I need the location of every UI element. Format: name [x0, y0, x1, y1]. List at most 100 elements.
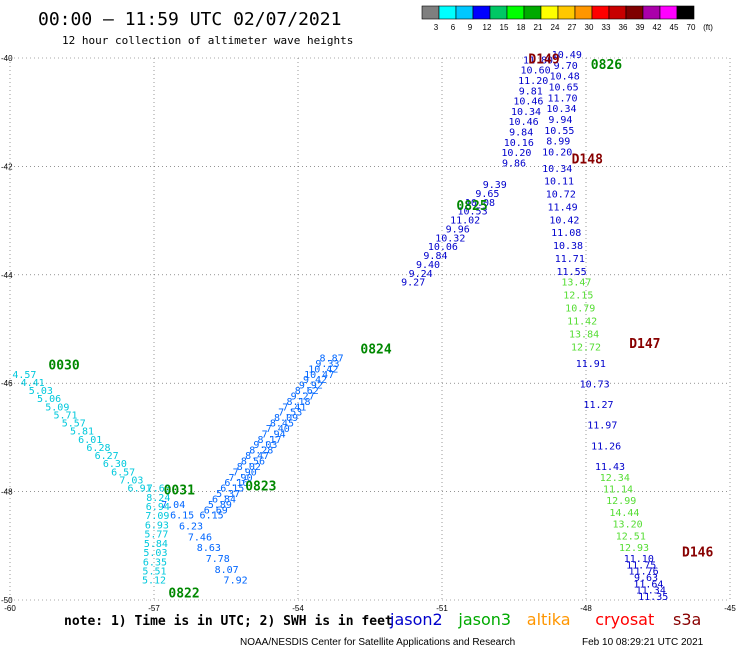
wave-height-value: 11.08: [551, 228, 581, 239]
wave-height-value: 9.63: [634, 573, 658, 584]
wave-height-value: 9.03: [253, 440, 277, 451]
wave-height-value: 9.24: [409, 269, 433, 280]
legend-label: 42: [653, 23, 662, 32]
wave-height-value: 9.39: [483, 180, 507, 191]
wave-height-value: 10.34: [542, 164, 572, 175]
wave-height-value: 5.71: [53, 410, 77, 421]
wave-height-value: 9.84: [509, 128, 533, 139]
wave-height-value: 9.70: [554, 61, 578, 72]
wave-height-value: 5.09: [45, 402, 69, 413]
legend-label: 45: [670, 23, 679, 32]
pass-label: D147: [629, 337, 660, 352]
wave-height-value: 6.27: [95, 451, 119, 462]
wave-height-value: 6.23: [179, 522, 203, 533]
wave-height-value: 10.32: [435, 233, 465, 244]
wave-height-value: 11.91: [576, 359, 606, 370]
wave-height-value: 7.09: [145, 511, 169, 522]
wave-height-value: 11.80: [523, 55, 553, 66]
wave-height-value: 6.91: [128, 484, 152, 495]
pass-label: 0030: [48, 359, 79, 374]
pass-label: 0823: [245, 480, 276, 495]
pass-label: D148: [572, 153, 603, 168]
wave-height-value: 11.64: [633, 579, 663, 590]
wave-height-value: 8.02: [237, 462, 261, 473]
wave-height-value: 7.90: [233, 467, 257, 478]
wave-height-value: 10.34: [511, 107, 541, 118]
wave-height-value: 12.15: [563, 291, 593, 302]
legend-label: 3: [434, 23, 439, 32]
wave-height-value: 12.93: [619, 543, 649, 554]
x-tick-label: -51: [436, 604, 448, 613]
wave-height-value: 8.18: [286, 397, 310, 408]
y-tick-label: -50: [1, 596, 13, 605]
wave-height-value: 5.77: [144, 530, 168, 541]
wave-height-value: 10.11: [544, 177, 574, 188]
wave-height-value: 8.47: [245, 451, 269, 462]
legend-swatch: [472, 5, 491, 20]
wave-height-value: 8.09: [274, 413, 298, 424]
wave-height-value: 6.94: [146, 502, 170, 513]
wave-height-value: 6.15: [220, 484, 244, 495]
wave-height-value: 7.53: [278, 408, 302, 419]
wave-height-value: 9.33: [315, 359, 339, 370]
legend-label: 39: [636, 23, 645, 32]
footer-timestamp: Feb 10 08:29:21 UTC 2021: [582, 637, 704, 648]
wave-height-value: 10.48: [550, 72, 580, 83]
wave-height-value: 8.87: [320, 354, 344, 365]
wave-height-value: 6.15: [170, 511, 194, 522]
wave-height-value: 7.04: [161, 500, 185, 511]
legend-label: 12: [483, 23, 492, 32]
wave-height-value: 4.57: [12, 370, 36, 381]
wave-height-value: 7.03: [119, 475, 143, 486]
wave-height-value: 11.42: [567, 317, 597, 328]
legend-swatch: [608, 5, 627, 20]
legend-label: 30: [585, 23, 594, 32]
wave-height-value: 5.03: [29, 386, 53, 397]
wave-height-value: 8.62: [295, 386, 319, 397]
legend-swatch: [421, 5, 440, 20]
wave-height-value: 10.46: [509, 117, 539, 128]
wave-height-value: 7.92: [224, 576, 248, 587]
x-tick-label: -48: [580, 604, 592, 613]
legend-swatch: [591, 5, 610, 20]
wave-height-value: 8.17: [257, 435, 281, 446]
wave-height-value: 11.34: [636, 586, 666, 597]
wave-height-value: 10.16: [504, 138, 534, 149]
x-tick-label: -60: [4, 604, 16, 613]
wave-height-value: 11.14: [603, 485, 633, 496]
wave-height-value: 12.34: [600, 473, 630, 484]
pass-label: D149: [528, 52, 559, 67]
wave-height-value: 11.97: [587, 421, 617, 432]
wave-height-value: 7.46: [188, 532, 212, 543]
wave-height-value: 8.45: [270, 419, 294, 430]
wave-height-value: 14.44: [609, 508, 639, 519]
legend-label: (ft): [703, 23, 713, 32]
legend-swatch: [574, 5, 593, 20]
wave-height-value: 8.24: [146, 493, 170, 504]
wave-height-value: 5.57: [62, 419, 86, 430]
satellite-legend-entry: cryosat: [595, 610, 654, 629]
footer-credit: NOAA/NESDIS Center for Satellite Applica…: [240, 637, 515, 648]
legend-swatch: [557, 5, 576, 20]
wave-height-value: 7.90: [229, 473, 253, 484]
wave-height-value: 6.93: [145, 520, 169, 531]
x-tick-label: -45: [724, 604, 736, 613]
legend-label: 24: [551, 23, 560, 32]
wave-height-value: 10.65: [549, 83, 579, 94]
y-tick-label: -46: [1, 379, 13, 388]
pass-label: 0822: [168, 586, 199, 601]
wave-height-value: 7.63: [147, 484, 171, 495]
wave-height-value: 11.70: [547, 93, 577, 104]
legend-swatch: [455, 5, 474, 20]
wave-height-value: 8.07: [215, 565, 239, 576]
wave-height-value: 6.15: [200, 511, 224, 522]
wave-height-value: 9.86: [502, 158, 526, 169]
wave-height-value: 5.03: [143, 548, 167, 559]
wave-height-value: 13.84: [569, 330, 599, 341]
chart-subtitle: 12 hour collection of altimeter wave hei…: [62, 34, 353, 47]
wave-height-value: 11.10: [624, 554, 654, 565]
wave-height-value: 11.35: [638, 592, 668, 603]
wave-height-value: 7.94: [262, 429, 286, 440]
legend-label: 18: [517, 23, 526, 32]
